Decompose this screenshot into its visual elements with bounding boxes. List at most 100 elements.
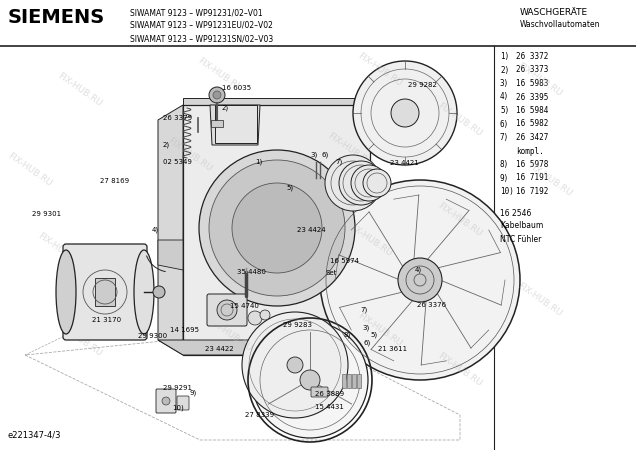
Text: 14 1695: 14 1695 <box>170 327 199 333</box>
Text: 26 3373: 26 3373 <box>516 66 548 75</box>
Text: 6): 6) <box>500 120 509 129</box>
Text: 1): 1) <box>500 52 509 61</box>
Circle shape <box>248 311 262 325</box>
Circle shape <box>213 91 221 99</box>
Text: FIX-HUB.RU: FIX-HUB.RU <box>6 152 53 189</box>
Text: 16 6035: 16 6035 <box>222 85 251 91</box>
Text: FIX-HUB.RU: FIX-HUB.RU <box>56 321 104 359</box>
Circle shape <box>398 258 442 302</box>
Text: 16 5974: 16 5974 <box>330 258 359 264</box>
Text: 4): 4) <box>152 227 159 233</box>
Text: SIWAMAT 9123 – WP91231EU/02–V02: SIWAMAT 9123 – WP91231EU/02–V02 <box>130 21 273 30</box>
Ellipse shape <box>134 250 154 334</box>
Bar <box>352 374 356 388</box>
Text: 35 4480: 35 4480 <box>237 269 266 275</box>
Text: kompl.: kompl. <box>516 147 544 156</box>
Ellipse shape <box>209 160 345 296</box>
Bar <box>95 278 115 306</box>
Text: SIEMENS: SIEMENS <box>8 8 105 27</box>
Text: Waschvollautomaten: Waschvollautomaten <box>520 20 600 29</box>
Text: FIX-HUB.RU: FIX-HUB.RU <box>436 351 484 388</box>
Bar <box>211 120 223 127</box>
Bar <box>342 374 346 388</box>
Text: 8): 8) <box>343 332 350 338</box>
Text: 16 5982: 16 5982 <box>516 120 548 129</box>
Text: 26 3395: 26 3395 <box>516 93 548 102</box>
Circle shape <box>325 155 381 211</box>
Text: 10): 10) <box>172 405 184 411</box>
Circle shape <box>320 180 520 380</box>
Text: Kabelbaum: Kabelbaum <box>500 221 543 230</box>
FancyBboxPatch shape <box>177 396 189 410</box>
Text: 26 3379: 26 3379 <box>163 115 192 121</box>
Text: FIX-HUB.RU: FIX-HUB.RU <box>516 282 563 319</box>
Text: 15 4740: 15 4740 <box>230 303 259 309</box>
Text: 8): 8) <box>500 160 509 169</box>
Text: FIX-HUB.RU: FIX-HUB.RU <box>526 162 574 198</box>
Text: 2): 2) <box>500 66 509 75</box>
Circle shape <box>153 286 165 298</box>
Text: 16 5984: 16 5984 <box>516 106 548 115</box>
FancyBboxPatch shape <box>63 244 147 340</box>
Bar <box>347 374 351 388</box>
Text: 9): 9) <box>190 390 197 396</box>
Text: 16 7191: 16 7191 <box>516 174 548 183</box>
Text: 3): 3) <box>310 152 317 158</box>
Circle shape <box>252 322 368 438</box>
Text: 21 3170: 21 3170 <box>92 317 121 323</box>
Text: 27 8339: 27 8339 <box>245 412 274 418</box>
Text: 7): 7) <box>360 307 367 313</box>
Text: SIWAMAT 9123 – WP91231SN/02–V03: SIWAMAT 9123 – WP91231SN/02–V03 <box>130 34 273 43</box>
Text: NTC Fühler: NTC Fühler <box>500 234 541 243</box>
Text: FIX-HUB.RU: FIX-HUB.RU <box>356 51 404 89</box>
Text: FIX-HUB.RU: FIX-HUB.RU <box>166 136 214 174</box>
Text: 10): 10) <box>500 187 514 196</box>
Text: 23 4421: 23 4421 <box>390 160 418 166</box>
Text: FIX-HUB.RU: FIX-HUB.RU <box>326 131 374 168</box>
Text: 29 9282: 29 9282 <box>408 82 437 88</box>
Circle shape <box>162 397 170 405</box>
Text: 3): 3) <box>500 79 509 88</box>
Text: 6): 6) <box>364 340 371 346</box>
Polygon shape <box>183 105 370 355</box>
Text: FIX-HUB.RU: FIX-HUB.RU <box>436 102 484 139</box>
Text: 26 3372: 26 3372 <box>516 52 548 61</box>
Text: 29 9283: 29 9283 <box>283 322 312 328</box>
Text: 2): 2) <box>163 142 170 148</box>
Text: FIX-HUB.RU: FIX-HUB.RU <box>516 62 563 99</box>
Text: FIX-HUB.RU: FIX-HUB.RU <box>356 311 404 348</box>
Circle shape <box>242 312 348 418</box>
Text: 16 7192: 16 7192 <box>516 187 548 196</box>
Circle shape <box>209 87 225 103</box>
Text: 16 2546: 16 2546 <box>500 208 531 217</box>
Text: 5): 5) <box>286 185 293 191</box>
Bar <box>357 374 361 388</box>
Polygon shape <box>158 240 183 270</box>
Polygon shape <box>210 105 260 145</box>
Text: e221347-4/3: e221347-4/3 <box>8 431 62 440</box>
Polygon shape <box>158 105 183 355</box>
Circle shape <box>353 61 457 165</box>
Circle shape <box>363 169 391 197</box>
Text: WASCHGERÄTE: WASCHGERÄTE <box>520 8 588 17</box>
Text: FIX-HUB.RU: FIX-HUB.RU <box>56 72 104 108</box>
Circle shape <box>260 310 270 320</box>
Text: 16 5983: 16 5983 <box>516 79 548 88</box>
Text: 29 9301: 29 9301 <box>32 211 61 217</box>
Polygon shape <box>158 340 370 355</box>
Text: 29 9300: 29 9300 <box>138 333 167 339</box>
Text: 4): 4) <box>500 93 509 102</box>
FancyBboxPatch shape <box>311 387 328 397</box>
Text: 23 4424: 23 4424 <box>297 227 326 233</box>
Text: 27 8169: 27 8169 <box>100 178 129 184</box>
Text: 16 5978: 16 5978 <box>516 160 548 169</box>
Text: 6): 6) <box>322 152 329 158</box>
Text: FIX-HUB.RU: FIX-HUB.RU <box>197 57 244 94</box>
Text: 4): 4) <box>415 267 422 273</box>
Circle shape <box>339 161 383 205</box>
Text: 26 3889: 26 3889 <box>315 391 344 397</box>
Text: 29 9291: 29 9291 <box>163 385 192 391</box>
Text: 23 4422: 23 4422 <box>205 346 233 352</box>
Text: 5): 5) <box>500 106 509 115</box>
Text: 21 3611: 21 3611 <box>378 346 407 352</box>
